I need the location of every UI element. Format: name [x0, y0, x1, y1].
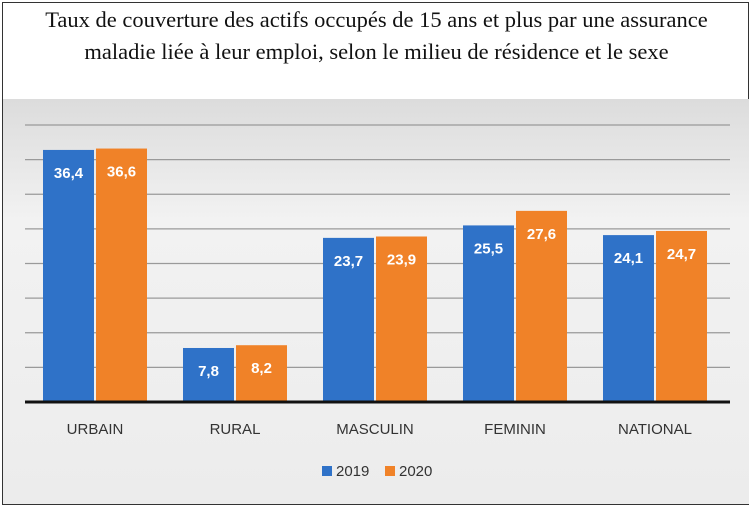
data-label: 24,7	[667, 246, 696, 263]
bar-2020-masculin	[376, 236, 427, 402]
legend-label-2020: 2020	[399, 463, 432, 480]
data-label: 25,5	[474, 240, 503, 257]
legend-swatch-2020	[385, 466, 395, 476]
bar-2020-feminin	[516, 210, 567, 402]
bar-2020-urbain	[96, 148, 147, 402]
bar-2019-urbain	[43, 149, 94, 402]
bar-2020-national	[656, 230, 707, 402]
category-label: RURAL	[210, 421, 261, 438]
bar-2019-masculin	[323, 237, 374, 402]
legend-swatch-2019	[322, 466, 332, 476]
data-label: 23,9	[387, 251, 416, 268]
category-label: FEMININ	[484, 421, 546, 438]
bar-2019-feminin	[463, 225, 514, 402]
data-label: 23,7	[334, 253, 363, 270]
bar-2019-national	[603, 235, 654, 402]
data-label: 24,1	[614, 250, 643, 267]
title-line-2: maladie liée à leur emploi, selon le mil…	[84, 39, 669, 64]
category-label: MASCULIN	[336, 421, 414, 438]
title-line-1: Taux de couverture des actifs occupés de…	[45, 7, 708, 32]
chart-title: Taux de couverture des actifs occupés de…	[0, 4, 753, 68]
data-label: 36,6	[107, 164, 136, 181]
data-label: 7,8	[198, 363, 219, 380]
bar-2020-rural	[236, 345, 287, 402]
bar-2019-rural	[183, 347, 234, 402]
category-label: URBAIN	[67, 421, 124, 438]
legend-label-2019: 2019	[336, 463, 369, 480]
data-label: 27,6	[527, 226, 556, 243]
data-label: 36,4	[54, 165, 84, 182]
category-label: NATIONAL	[618, 421, 692, 438]
data-label: 8,2	[251, 360, 272, 377]
